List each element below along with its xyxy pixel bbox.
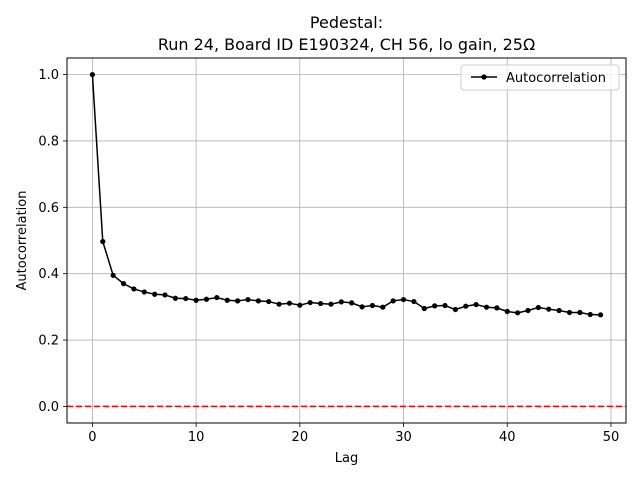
data-point bbox=[131, 286, 137, 292]
data-point bbox=[203, 296, 210, 302]
data-point bbox=[141, 289, 147, 295]
data-point bbox=[110, 272, 116, 278]
y-tick-label: 0.0 bbox=[38, 400, 59, 415]
y-tick-label: 0.2 bbox=[38, 334, 59, 349]
data-point bbox=[276, 301, 282, 307]
data-point bbox=[120, 281, 127, 287]
axis-ticks: 0 10 20 30 40 50 0.0 0.2 0.4 0.6 0.8 1.0 bbox=[38, 68, 619, 445]
data-point bbox=[193, 297, 199, 303]
data-point bbox=[566, 309, 573, 316]
data-point bbox=[328, 301, 334, 307]
y-tick-label: 0.4 bbox=[38, 267, 59, 282]
y-tick-label: 0.8 bbox=[38, 134, 59, 149]
data-point bbox=[463, 303, 469, 309]
data-point bbox=[297, 302, 303, 308]
data-point bbox=[504, 308, 510, 315]
data-point bbox=[152, 291, 158, 297]
data-point bbox=[224, 297, 230, 303]
data-point bbox=[266, 298, 272, 305]
data-point bbox=[214, 294, 220, 301]
chart-title-line-2: Run 24, Board ID E190324, CH 56, lo gain… bbox=[158, 35, 535, 54]
data-point bbox=[183, 295, 189, 302]
data-point bbox=[556, 307, 562, 314]
plot-area-frame bbox=[66, 57, 627, 424]
x-tick-label: 10 bbox=[188, 430, 205, 445]
data-point bbox=[535, 304, 541, 311]
y-tick-label: 0.6 bbox=[38, 201, 59, 216]
data-point bbox=[162, 292, 168, 298]
series-layer bbox=[89, 71, 604, 318]
data-point bbox=[525, 307, 531, 314]
data-point bbox=[421, 305, 427, 312]
legend: Autocorrelation bbox=[460, 64, 620, 91]
x-axis-label: Lag bbox=[335, 451, 358, 466]
data-point bbox=[473, 301, 479, 308]
data-point bbox=[172, 295, 178, 301]
x-tick-label: 20 bbox=[292, 430, 309, 445]
data-point bbox=[359, 304, 365, 310]
data-point bbox=[255, 298, 261, 304]
x-tick-label: 0 bbox=[88, 430, 96, 445]
data-point bbox=[100, 238, 106, 245]
x-tick-label: 30 bbox=[395, 430, 412, 445]
data-point bbox=[317, 300, 324, 307]
data-point bbox=[400, 296, 407, 303]
legend-marker bbox=[481, 74, 487, 80]
data-point bbox=[432, 303, 438, 309]
data-point bbox=[452, 306, 458, 313]
legend-label: Autocorrelation bbox=[506, 71, 606, 86]
y-tick-label: 1.0 bbox=[38, 68, 59, 83]
data-point bbox=[494, 305, 500, 311]
data-point bbox=[515, 310, 521, 316]
data-point bbox=[89, 71, 96, 78]
x-tick-label: 40 bbox=[499, 430, 516, 445]
data-point bbox=[235, 298, 241, 304]
data-point bbox=[587, 311, 593, 318]
data-point bbox=[307, 299, 313, 306]
y-axis-label: Autocorrelation bbox=[15, 191, 30, 291]
data-point bbox=[411, 298, 417, 305]
data-point bbox=[577, 309, 583, 316]
data-point bbox=[245, 296, 251, 303]
data-point bbox=[546, 306, 552, 312]
data-point bbox=[349, 300, 355, 306]
data-point bbox=[390, 298, 396, 304]
data-point bbox=[380, 304, 386, 310]
data-point bbox=[483, 304, 490, 310]
data-point bbox=[442, 302, 448, 309]
grid bbox=[67, 58, 626, 423]
data-point bbox=[286, 300, 293, 306]
x-tick-label: 50 bbox=[603, 430, 620, 445]
chart-title-line-1: Pedestal: bbox=[310, 13, 383, 32]
data-point bbox=[597, 312, 604, 318]
data-point bbox=[338, 299, 344, 305]
data-point bbox=[369, 302, 376, 309]
legend-box bbox=[460, 64, 620, 91]
